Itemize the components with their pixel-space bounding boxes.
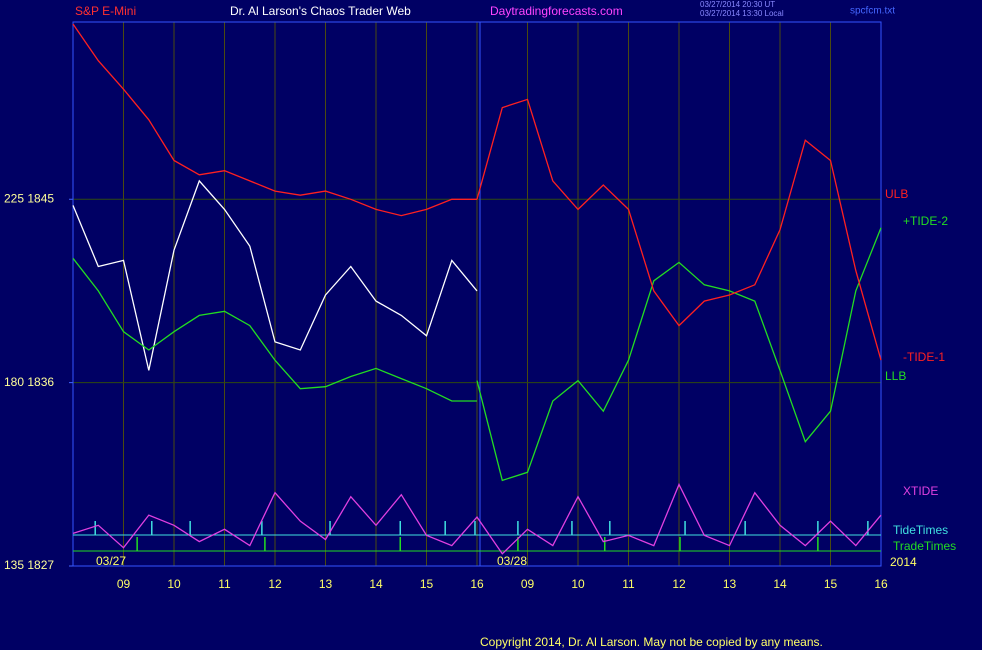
series-line [72, 179, 478, 371]
x-tick-label: 12 [268, 577, 282, 591]
date-label: 03/28 [497, 554, 527, 568]
legend-label: TradeTimes [893, 539, 956, 553]
y-tick-label: 225 1845 [4, 191, 54, 205]
timestamp: 03/27/2014 20:30 UT [700, 0, 775, 9]
legend-label: TideTimes [893, 523, 948, 537]
x-tick-label: 12 [672, 577, 686, 591]
x-tick-label: 10 [167, 577, 181, 591]
x-tick-label: 11 [218, 577, 231, 591]
x-tick-label: 15 [420, 577, 434, 591]
date-label: 2014 [890, 555, 917, 569]
chart-subtitle: Dr. Al Larson's Chaos Trader Web [230, 4, 411, 18]
x-tick-label: 11 [622, 577, 635, 591]
x-tick-label: 09 [117, 577, 131, 591]
chart-title: S&P E-Mini [75, 4, 136, 18]
x-tick-label: 09 [521, 577, 535, 591]
series-line [476, 227, 882, 482]
series-line [72, 257, 477, 402]
x-tick-label: 13 [319, 577, 333, 591]
series-line [72, 482, 882, 555]
legend-label: -TIDE-1 [903, 350, 945, 364]
x-tick-label: 15 [824, 577, 838, 591]
x-tick-label: 16 [470, 577, 484, 591]
legend-label: ULB [885, 187, 908, 201]
y-tick-label: 180 1836 [4, 375, 54, 389]
y-tick-label: 135 1827 [4, 558, 54, 572]
series-line [476, 98, 882, 361]
x-tick-label: 14 [773, 577, 787, 591]
date-label: 03/27 [96, 554, 126, 568]
legend-label: +TIDE-2 [903, 214, 948, 228]
file-name: spcfcm.txt [850, 6, 895, 17]
x-tick-label: 14 [369, 577, 383, 591]
legend-label: XTIDE [903, 484, 938, 498]
legend-label: LLB [885, 369, 906, 383]
timestamp: 03/27/2014 13:30 Local [700, 9, 784, 18]
website: Daytradingforecasts.com [490, 4, 623, 18]
series-line [72, 23, 477, 217]
x-tick-label: 10 [571, 577, 585, 591]
x-tick-label: 16 [874, 577, 888, 591]
x-tick-label: 13 [723, 577, 737, 591]
copyright: Copyright 2014, Dr. Al Larson. May not b… [480, 635, 823, 649]
plot-frame [72, 21, 882, 567]
